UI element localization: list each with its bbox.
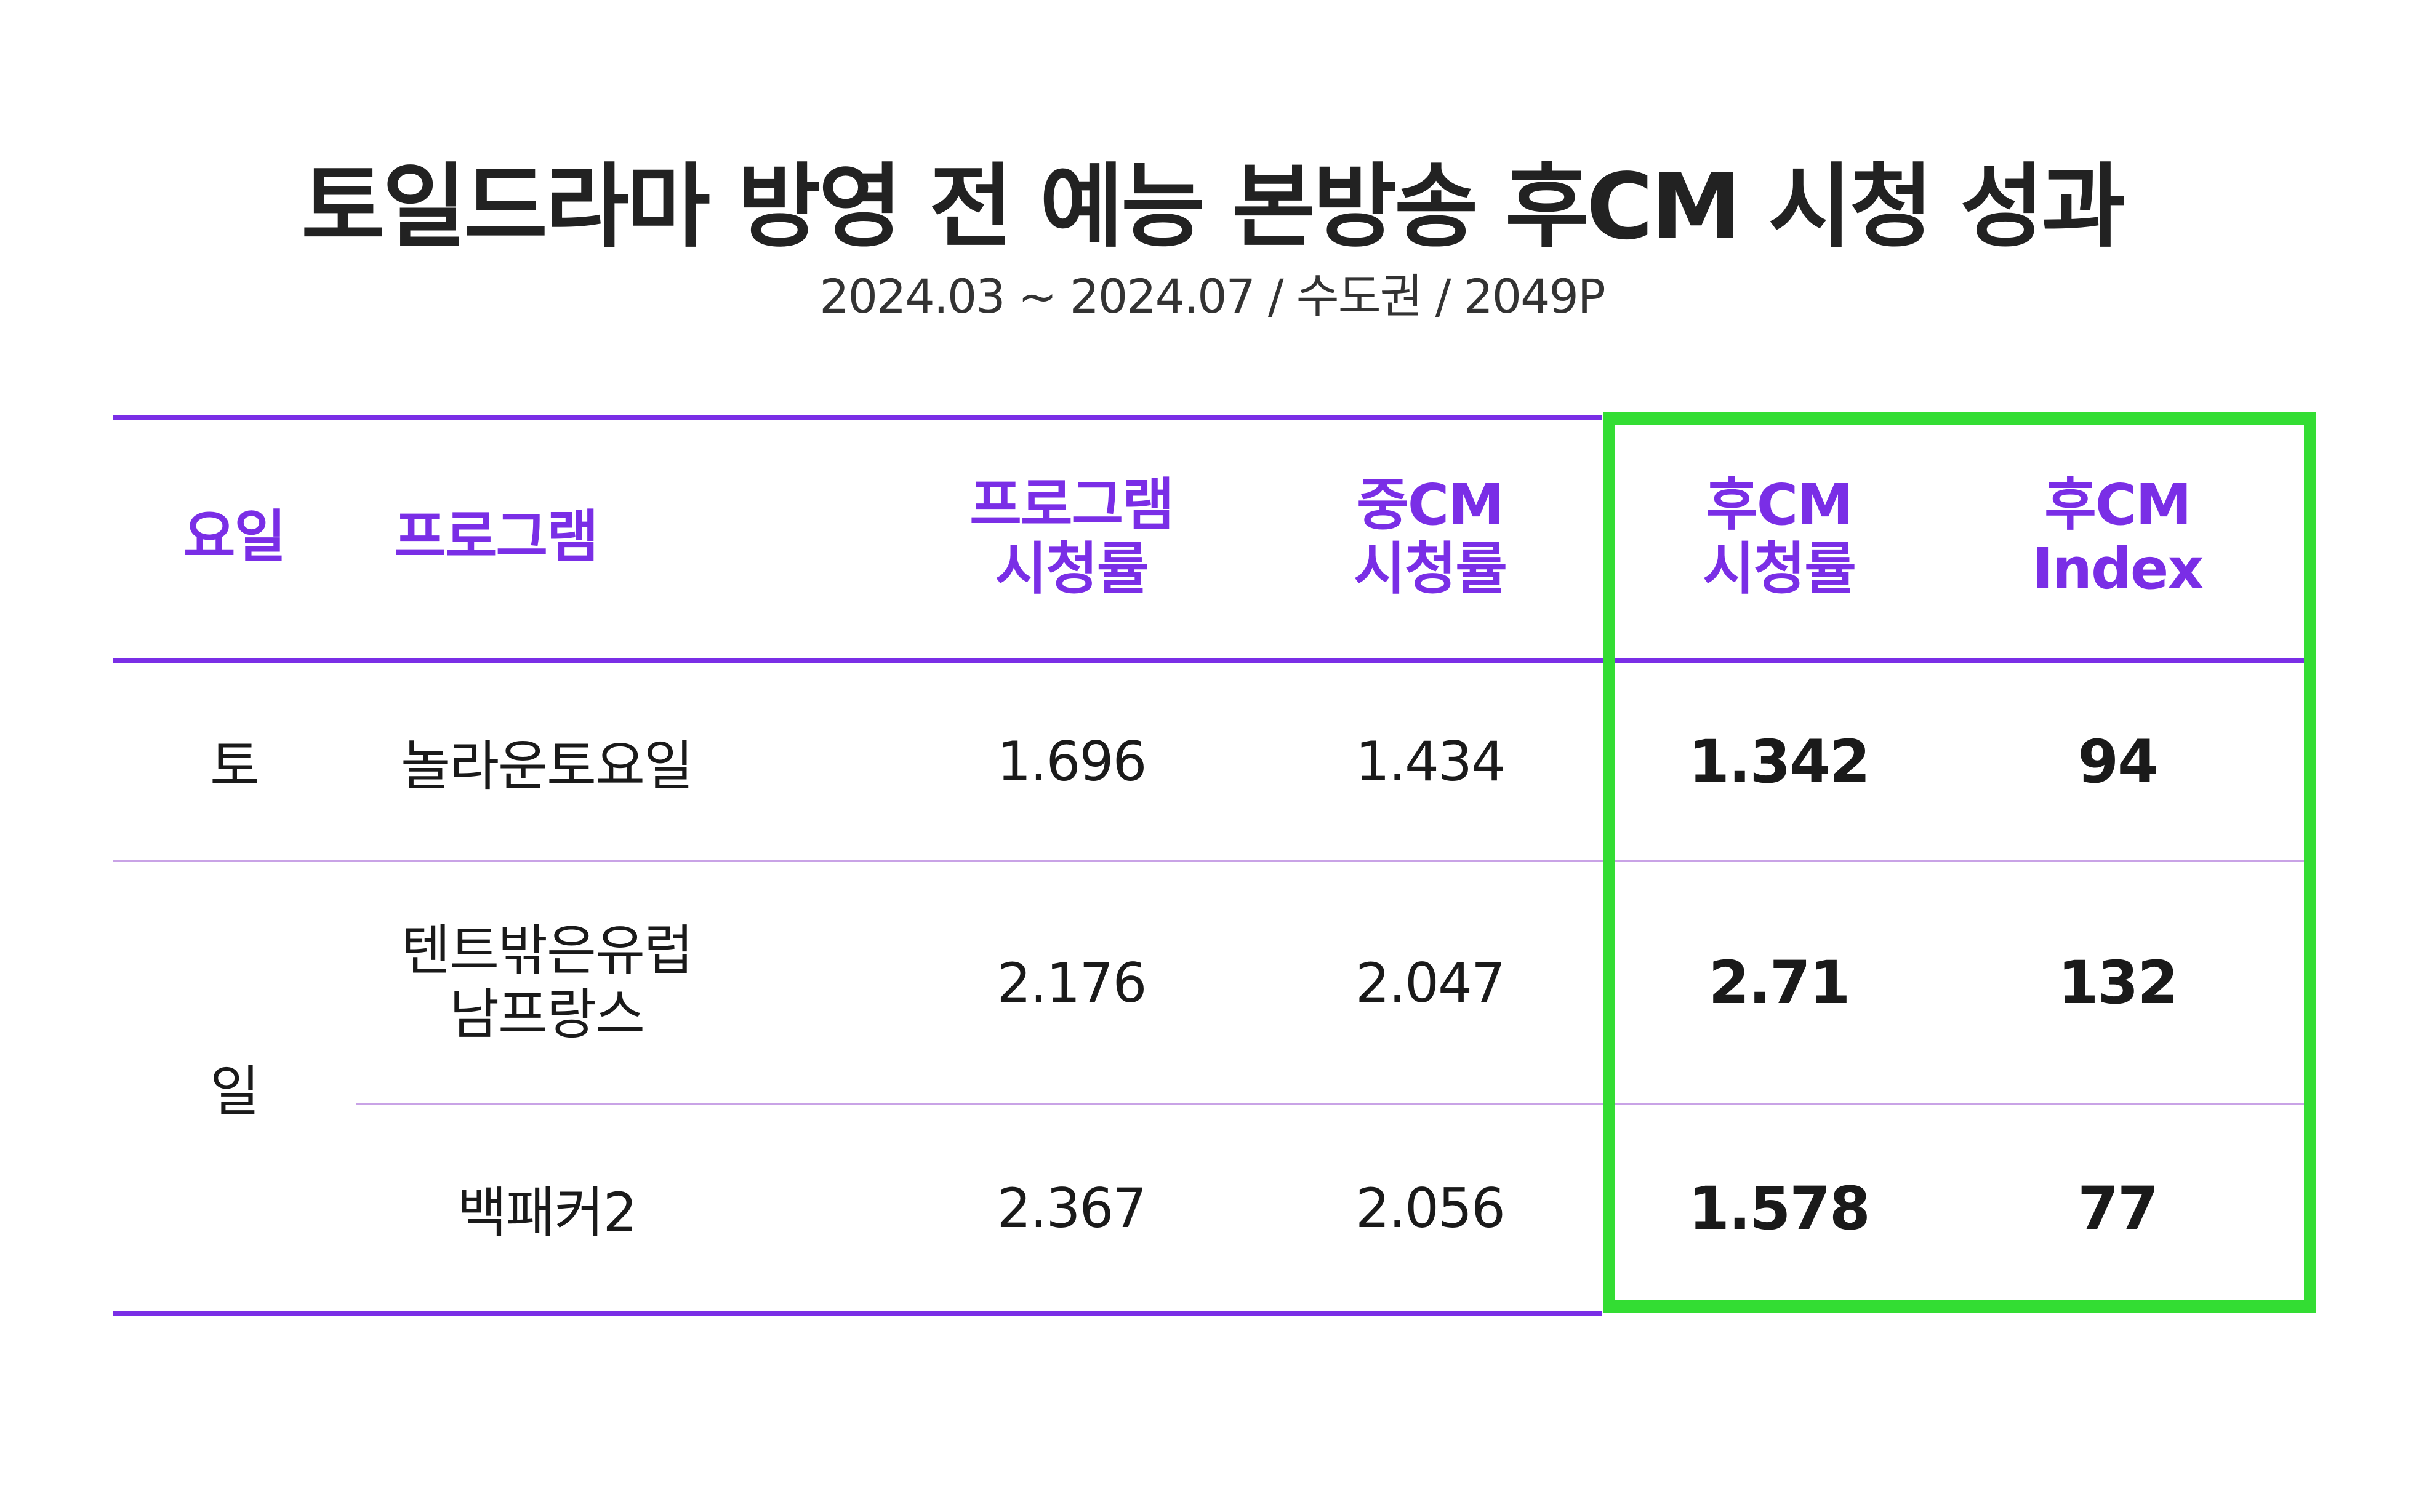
header-rule: [113, 658, 2310, 663]
row-divider-sub: [356, 1103, 2310, 1105]
table-cell-mid-cm-rating: 2.047: [1355, 951, 1506, 1015]
table-cell-post-cm-index: 94: [2077, 727, 2159, 796]
column-header-post-cm-index: 후CM Index: [2032, 471, 2204, 602]
table-cell-post-cm-rating: 2.71: [1708, 948, 1851, 1017]
table-cell-post-cm-rating: 1.578: [1688, 1174, 1871, 1243]
highlight-box: [1603, 412, 2316, 1313]
row-divider: [113, 860, 2310, 862]
column-header-day: 요일: [183, 503, 286, 570]
column-header-program: 프로그램: [394, 503, 599, 570]
table-cell-mid-cm-rating: 1.434: [1355, 730, 1506, 793]
column-header-program-rating: 프로그램 시청률: [969, 471, 1174, 602]
table-cell-post-cm-index: 77: [2077, 1174, 2159, 1243]
table-cell-program: 텐트밖은유럽 남프랑스: [401, 919, 694, 1046]
table-cell-program: 놀라운토요일: [401, 734, 694, 798]
table-cell-post-cm-index: 132: [2057, 948, 2178, 1017]
column-header-post-cm-rating: 후CM 시청률: [1703, 471, 1856, 602]
table-cell-day: 토: [210, 734, 260, 798]
table-cell-program: 백패커2: [457, 1181, 638, 1244]
top-rule: [113, 415, 1602, 420]
table-cell-program-rating: 1.696: [997, 730, 1147, 793]
page-title: 토일드라마 방영 전 예능 본방송 후CM 시청 성과: [301, 154, 2125, 260]
table-cell-program-rating: 2.176: [997, 951, 1147, 1015]
column-header-mid-cm-rating: 중CM 시청률: [1354, 471, 1507, 602]
table-cell-day: 일: [210, 1059, 260, 1123]
bottom-rule: [113, 1311, 1602, 1316]
results-table: 요일 프로그램 프로그램 시청률 중CM 시청률 후CM 시청률 후CM Ind…: [113, 415, 2310, 1320]
table-cell-mid-cm-rating: 2.056: [1355, 1177, 1506, 1240]
table-cell-program-rating: 2.367: [997, 1177, 1147, 1240]
page-subtitle: 2024.03 ~ 2024.07 / 수도권 / 2049P: [819, 269, 1605, 324]
table-cell-post-cm-rating: 1.342: [1688, 727, 1871, 796]
